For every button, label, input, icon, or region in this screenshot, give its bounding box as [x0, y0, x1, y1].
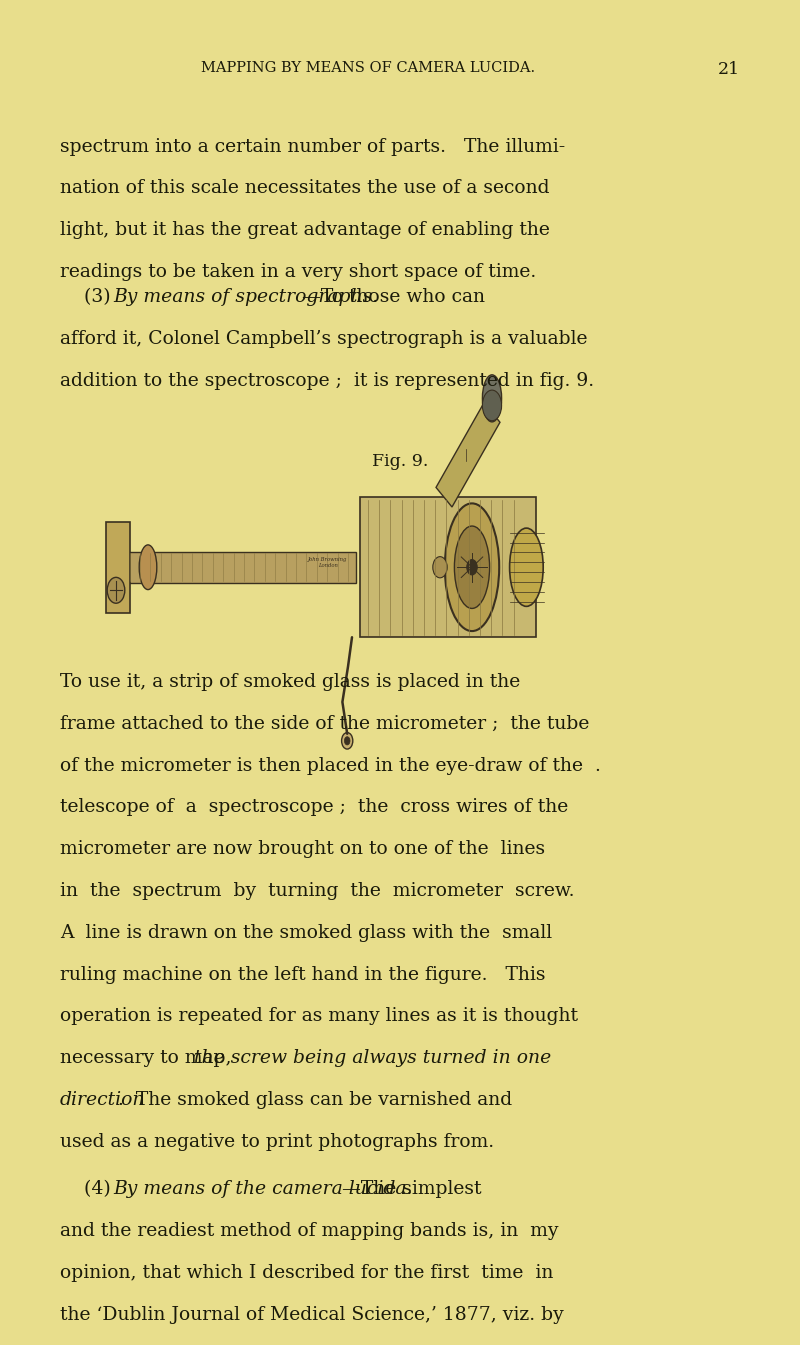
- Text: frame attached to the side of the micrometer ;  the tube: frame attached to the side of the microm…: [60, 716, 590, 733]
- Text: direction: direction: [60, 1091, 146, 1108]
- Ellipse shape: [433, 557, 447, 578]
- Text: necessary to map,: necessary to map,: [60, 1049, 238, 1067]
- Text: MAPPING BY MEANS OF CAMERA LUCIDA.: MAPPING BY MEANS OF CAMERA LUCIDA.: [201, 61, 535, 75]
- Text: of the micrometer is then placed in the eye-draw of the  .: of the micrometer is then placed in the …: [60, 757, 601, 775]
- Ellipse shape: [482, 375, 502, 422]
- Ellipse shape: [466, 560, 477, 574]
- Ellipse shape: [482, 390, 502, 421]
- Text: John Browning
London: John Browning London: [308, 557, 348, 568]
- Ellipse shape: [107, 577, 125, 604]
- Text: By means of the camera lucida.: By means of the camera lucida.: [114, 1181, 413, 1198]
- Ellipse shape: [454, 526, 490, 608]
- Ellipse shape: [342, 733, 353, 749]
- Text: the screw being always turned in one: the screw being always turned in one: [194, 1049, 552, 1067]
- Text: light, but it has the great advantage of enabling the: light, but it has the great advantage of…: [60, 221, 550, 239]
- Polygon shape: [436, 402, 500, 507]
- Text: addition to the spectroscope ;  it is represented in fig. 9.: addition to the spectroscope ; it is rep…: [60, 371, 594, 390]
- Ellipse shape: [510, 529, 543, 607]
- Ellipse shape: [344, 737, 350, 745]
- FancyBboxPatch shape: [120, 551, 356, 582]
- FancyBboxPatch shape: [106, 522, 130, 612]
- Text: (3): (3): [60, 288, 117, 307]
- Text: ruling machine on the left hand in the figure.   This: ruling machine on the left hand in the f…: [60, 966, 546, 983]
- Text: (4): (4): [60, 1181, 117, 1198]
- Text: opinion, that which I described for the first  time  in: opinion, that which I described for the …: [60, 1264, 554, 1282]
- Text: —The simplest: —The simplest: [342, 1181, 482, 1198]
- Text: afford it, Colonel Campbell’s spectrograph is a valuable: afford it, Colonel Campbell’s spectrogra…: [60, 330, 587, 348]
- Text: the ‘Dublin Journal of Medical Science,’ 1877, viz. by: the ‘Dublin Journal of Medical Science,’…: [60, 1306, 564, 1323]
- Text: A  line is drawn on the smoked glass with the  small: A line is drawn on the smoked glass with…: [60, 924, 552, 942]
- Ellipse shape: [445, 503, 499, 631]
- Text: By means of spectrographs.: By means of spectrographs.: [114, 288, 379, 307]
- Text: nation of this scale necessitates the use of a second: nation of this scale necessitates the us…: [60, 179, 550, 198]
- Text: operation is repeated for as many lines as it is thought: operation is repeated for as many lines …: [60, 1007, 578, 1025]
- Text: micrometer are now brought on to one of the  lines: micrometer are now brought on to one of …: [60, 841, 545, 858]
- Text: .  The smoked glass can be varnished and: . The smoked glass can be varnished and: [118, 1091, 512, 1108]
- Text: used as a negative to print photographs from.: used as a negative to print photographs …: [60, 1132, 494, 1151]
- Text: Fig. 9.: Fig. 9.: [372, 453, 428, 471]
- Text: —To those who can: —To those who can: [302, 288, 485, 307]
- Text: and the readiest method of mapping bands is, in  my: and the readiest method of mapping bands…: [60, 1223, 558, 1240]
- Text: 21: 21: [718, 61, 740, 78]
- Text: spectrum into a certain number of parts.   The illumi-: spectrum into a certain number of parts.…: [60, 137, 566, 156]
- Text: readings to be taken in a very short space of time.: readings to be taken in a very short spa…: [60, 264, 536, 281]
- Text: telescope of  a  spectroscope ;  the  cross wires of the: telescope of a spectroscope ; the cross …: [60, 799, 568, 816]
- FancyBboxPatch shape: [360, 498, 536, 638]
- Ellipse shape: [139, 545, 157, 589]
- Text: To use it, a strip of smoked glass is placed in the: To use it, a strip of smoked glass is pl…: [60, 672, 520, 691]
- Text: in  the  spectrum  by  turning  the  micrometer  screw.: in the spectrum by turning the micromete…: [60, 882, 574, 900]
